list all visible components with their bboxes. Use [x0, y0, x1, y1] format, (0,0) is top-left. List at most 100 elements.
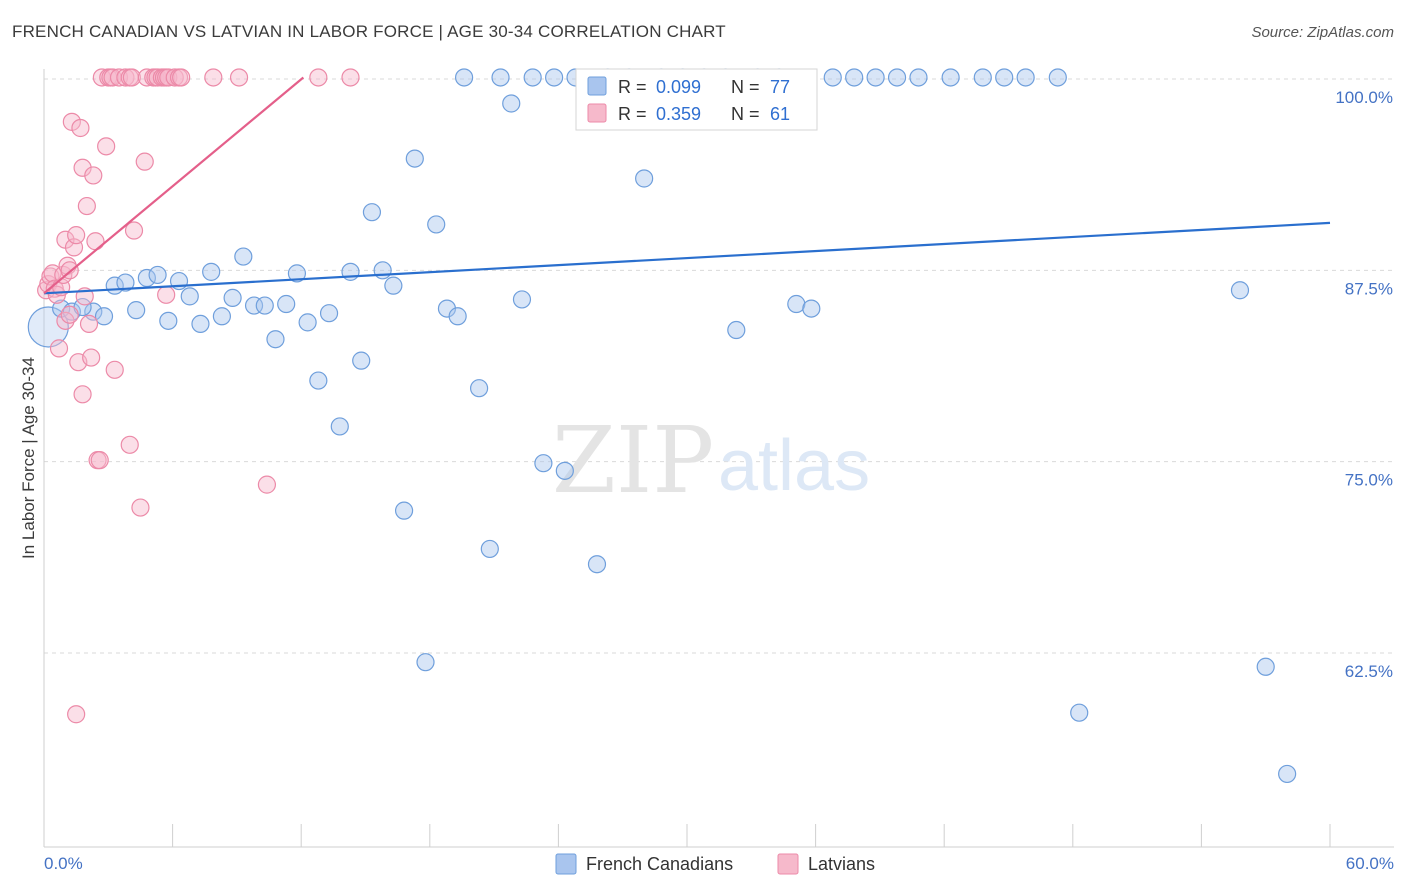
gridlines: [44, 78, 1394, 654]
point-french-canadians: [502, 94, 521, 113]
legend-n-value-1: 77: [770, 77, 790, 97]
point-latvians: [84, 166, 103, 185]
bottom-legend-label-latvians: Latvians: [808, 854, 875, 874]
trend-lines: [43, 76, 1331, 295]
legend-n-label-1: N =: [731, 77, 760, 97]
point-latvians: [49, 339, 69, 358]
x-axis-ticks: [43, 824, 1331, 847]
point-french-canadians: [469, 379, 489, 398]
point-french-canadians: [266, 330, 285, 349]
point-french-canadians: [845, 68, 864, 87]
point-french-canadians: [223, 288, 242, 307]
point-latvians: [341, 68, 360, 87]
point-french-canadians: [973, 68, 992, 87]
point-latvians: [159, 68, 178, 87]
point-french-canadians: [534, 454, 553, 473]
point-french-canadians: [116, 273, 135, 292]
point-french-canadians: [191, 314, 210, 334]
point-latvians: [204, 68, 223, 87]
point-latvians: [120, 435, 139, 454]
chart-title: FRENCH CANADIAN VS LATVIAN IN LABOR FORC…: [12, 22, 726, 41]
legend-r-label-1: R =: [618, 77, 647, 97]
bottom-legend: French Canadians Latvians: [555, 853, 875, 875]
y-tick-label: 62.5%: [1345, 662, 1393, 681]
legend-n-value-2: 61: [770, 104, 790, 124]
watermark: ZIP atlas: [552, 407, 870, 514]
point-french-canadians: [545, 68, 564, 87]
point-french-canadians: [802, 299, 821, 318]
point-french-canadians: [309, 371, 328, 390]
bottom-legend-label-french-canadians: French Canadians: [586, 854, 733, 874]
point-french-canadians: [384, 276, 403, 295]
point-french-canadians: [298, 313, 317, 332]
series-latvians: [37, 68, 360, 724]
point-french-canadians: [255, 296, 274, 315]
point-french-canadians: [454, 68, 474, 87]
point-french-canadians: [373, 261, 392, 280]
point-latvians: [67, 226, 86, 245]
point-french-canadians: [787, 294, 806, 314]
point-french-canadians: [62, 302, 81, 321]
trend-line-french-canadians: [43, 221, 1331, 295]
point-french-canadians: [352, 351, 371, 370]
point-french-canadians: [405, 149, 424, 168]
point-french-canadians: [1256, 657, 1275, 676]
point-french-canadians: [330, 417, 349, 436]
point-latvians: [79, 314, 99, 334]
point-french-canadians: [137, 268, 156, 288]
point-latvians: [257, 475, 277, 494]
bottom-legend-swatch-latvians: [777, 853, 799, 875]
legend: R = 0.099 N = 77 R = 0.359 N = 61: [575, 68, 818, 131]
point-latvians: [77, 196, 96, 216]
legend-swatch-latvians: [587, 103, 607, 123]
point-french-canadians: [555, 461, 574, 480]
point-french-canadians: [94, 307, 114, 326]
point-french-canadians: [1048, 68, 1067, 87]
point-french-canadians: [1230, 281, 1250, 300]
point-french-canadians: [941, 68, 960, 87]
point-french-canadians: [180, 287, 199, 306]
point-latvians: [135, 152, 154, 171]
y-tick-labels: 62.5% 75.0% 87.5% 100.0%: [1335, 88, 1393, 681]
legend-r-label-2: R =: [618, 104, 647, 124]
point-french-canadians: [234, 247, 253, 266]
point-latvians: [67, 705, 86, 724]
point-latvians: [309, 68, 328, 87]
point-latvians: [97, 137, 116, 156]
point-french-canadians: [995, 68, 1014, 87]
point-french-canadians: [480, 539, 499, 559]
point-french-canadians: [159, 311, 178, 330]
y-tick-label: 75.0%: [1345, 471, 1393, 490]
point-french-canadians: [1278, 764, 1297, 784]
point-latvians: [54, 265, 73, 285]
point-latvians: [60, 305, 79, 324]
point-latvians: [165, 68, 184, 87]
y-tick-label: 100.0%: [1335, 88, 1393, 107]
point-french-canadians: [587, 555, 607, 574]
point-french-canadians: [909, 68, 928, 87]
point-french-canadians: [394, 501, 414, 520]
point-french-canadians: [1016, 68, 1035, 87]
point-french-canadians: [319, 304, 339, 323]
point-latvians: [157, 285, 176, 304]
x-tick-label-min: 0.0%: [44, 854, 83, 873]
point-french-canadians: [212, 307, 231, 326]
point-french-canadians: [362, 203, 382, 222]
point-french-canadians: [127, 301, 146, 320]
point-latvians: [124, 221, 144, 240]
source-label: Source: ZipAtlas.com: [1251, 24, 1394, 41]
x-tick-label-max: 60.0%: [1346, 854, 1394, 873]
point-latvians: [86, 232, 105, 251]
legend-n-label-2: N =: [731, 104, 760, 124]
point-french-canadians: [512, 290, 532, 309]
watermark-atlas: atlas: [718, 426, 870, 506]
point-latvians: [229, 68, 249, 87]
point-latvians: [71, 118, 90, 138]
point-latvians: [172, 68, 191, 87]
legend-r-value-1: 0.099: [656, 77, 701, 97]
point-french-canadians: [491, 68, 510, 87]
point-latvians: [109, 68, 129, 87]
point-french-canadians: [287, 264, 307, 283]
legend-box: [575, 68, 818, 131]
